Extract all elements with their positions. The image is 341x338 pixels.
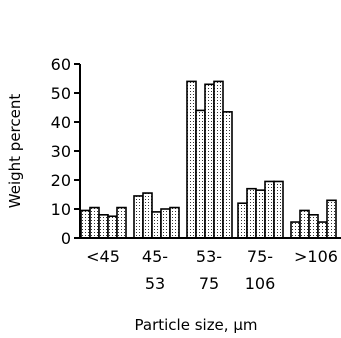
bar <box>255 189 266 239</box>
x-category-label: 45- <box>142 247 168 266</box>
bar <box>151 211 162 239</box>
bar <box>89 206 100 239</box>
x-axis-label: Particle size, μm <box>135 316 258 334</box>
bar <box>142 192 153 239</box>
bar <box>264 180 275 239</box>
y-tick-label: 50 <box>51 84 71 103</box>
x-category-label: <45 <box>86 247 120 266</box>
x-category-label-line2: 53 <box>145 274 165 293</box>
x-category-label: 75- <box>247 247 273 266</box>
bar <box>326 199 337 239</box>
bar <box>246 187 257 239</box>
bar <box>160 208 171 239</box>
y-axis-label: Weight percent <box>6 94 24 209</box>
x-category-label: 53- <box>196 247 222 266</box>
bar <box>213 80 224 239</box>
x-category-label-line2: 75 <box>199 274 219 293</box>
y-tick-label: 10 <box>51 200 71 219</box>
bar <box>195 109 206 239</box>
x-axis-categories: <45 45- 53 53- 75 75- 106 >106 <box>86 247 338 293</box>
bar <box>169 206 180 239</box>
bar <box>299 209 310 239</box>
bars <box>80 80 337 239</box>
y-tick-label: 30 <box>51 142 71 161</box>
y-axis-ticks: 0 10 20 30 40 50 60 <box>51 55 80 248</box>
bar <box>80 209 91 239</box>
bar <box>186 80 197 239</box>
bar <box>98 214 109 239</box>
bar <box>290 221 301 239</box>
bar <box>222 111 233 239</box>
bar <box>204 83 215 239</box>
bar <box>116 206 127 239</box>
y-tick-label: 60 <box>51 55 71 74</box>
bar <box>237 202 248 239</box>
bar <box>107 215 118 239</box>
bar <box>273 180 284 239</box>
bar <box>133 195 144 239</box>
x-category-label-line2: 106 <box>245 274 276 293</box>
bar <box>317 221 328 239</box>
y-tick-label: 20 <box>51 171 71 190</box>
y-tick-label: 40 <box>51 113 71 132</box>
y-tick-label: 0 <box>61 229 71 248</box>
x-category-label: >106 <box>294 247 338 266</box>
bar <box>308 214 319 239</box>
